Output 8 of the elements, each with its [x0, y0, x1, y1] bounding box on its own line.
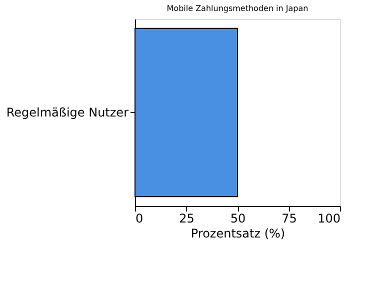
- x-tick-label: 0: [136, 212, 144, 226]
- x-tick-label: 75: [282, 212, 297, 226]
- x-tick-label: 100: [318, 212, 340, 226]
- x-tick-label: 25: [179, 212, 194, 226]
- x-tick-label: 50: [230, 212, 246, 226]
- x-axis-title: Prozentsatz (%): [190, 226, 286, 240]
- chart-title: Mobile Zahlungsmethoden in Japan: [166, 4, 308, 13]
- y-tick-label: Regelmäßige Nutzer: [6, 106, 129, 120]
